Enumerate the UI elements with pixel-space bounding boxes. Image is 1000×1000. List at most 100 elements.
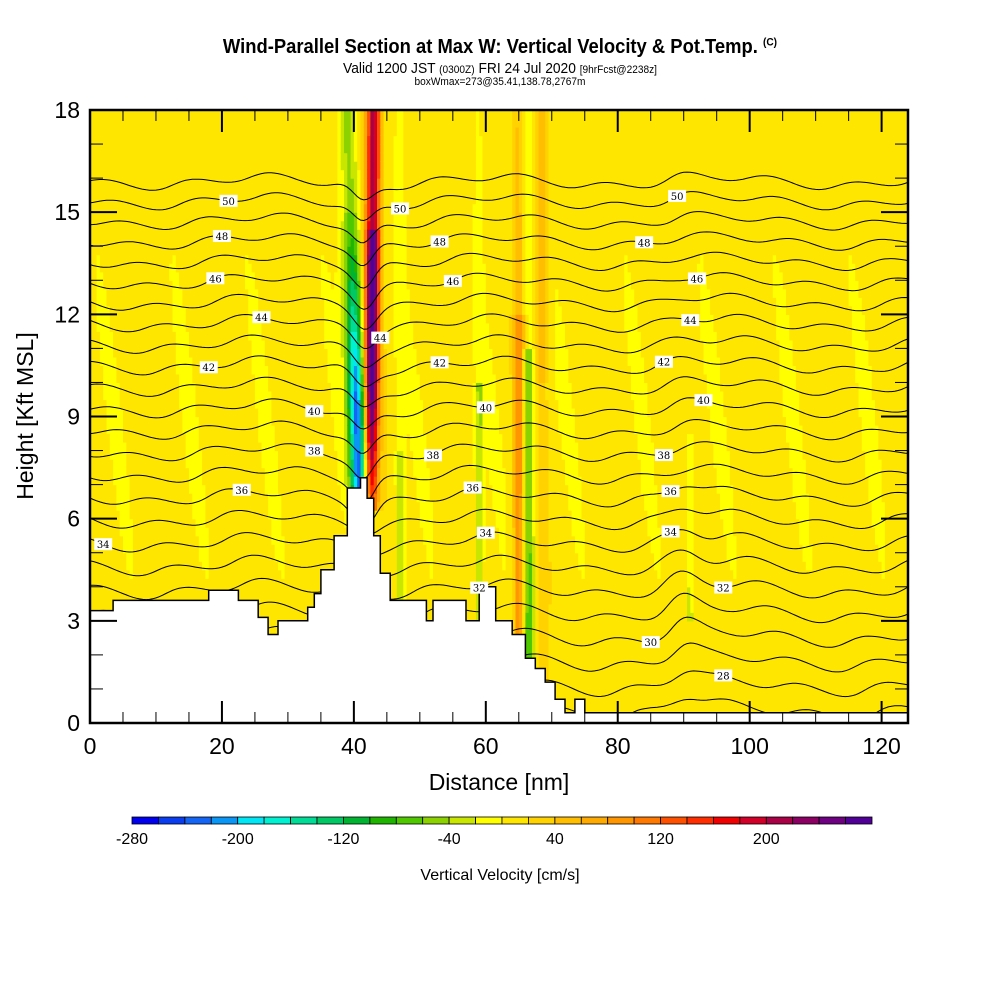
field-cell xyxy=(274,433,279,443)
field-cell xyxy=(248,561,253,571)
field-cell xyxy=(301,484,305,494)
field-cell xyxy=(90,331,94,341)
field-cell xyxy=(103,220,108,230)
field-cell xyxy=(304,373,309,383)
field-cell xyxy=(90,203,94,213)
field-cell xyxy=(113,280,117,290)
field-cell xyxy=(116,161,121,171)
field-cell xyxy=(179,220,183,230)
field-cell xyxy=(221,425,226,435)
field-cell xyxy=(218,399,223,409)
field-cell xyxy=(287,254,292,264)
field-cell xyxy=(139,127,144,137)
field-cell xyxy=(162,484,167,494)
field-cell xyxy=(99,527,104,537)
field-cell xyxy=(129,271,134,281)
field-cell xyxy=(156,408,160,418)
field-cell xyxy=(278,561,282,571)
field-cell xyxy=(96,161,101,171)
field-cell xyxy=(152,212,157,222)
field-cell xyxy=(215,237,220,247)
field-cell xyxy=(287,595,292,605)
field-cell xyxy=(109,246,114,256)
field-cell xyxy=(169,314,174,324)
field-cell xyxy=(225,297,230,307)
field-cell xyxy=(116,263,121,273)
field-cell xyxy=(304,535,309,545)
field-cell xyxy=(238,586,243,596)
field-cell xyxy=(294,220,299,230)
field-cell xyxy=(218,459,223,469)
field-cell xyxy=(185,169,190,179)
field-cell xyxy=(261,586,266,596)
field-cell xyxy=(123,356,127,366)
field-cell xyxy=(261,246,266,256)
field-cell xyxy=(235,118,239,128)
field-cell xyxy=(142,195,147,205)
field-cell xyxy=(119,186,124,196)
field-cell xyxy=(123,178,127,188)
field-cell xyxy=(123,186,127,196)
field-cell xyxy=(205,161,210,171)
field-cell xyxy=(129,510,134,520)
field-cell xyxy=(162,518,167,528)
field-cell xyxy=(284,127,289,137)
field-cell xyxy=(284,348,289,358)
field-cell xyxy=(248,220,253,230)
field-cell xyxy=(189,552,193,562)
field-cell xyxy=(152,578,157,588)
field-cell xyxy=(109,263,114,273)
field-cell xyxy=(113,339,117,349)
field-cell xyxy=(169,186,174,196)
field-cell xyxy=(231,161,236,171)
field-cell xyxy=(225,118,230,128)
field-cell xyxy=(129,501,134,511)
field-cell xyxy=(258,382,263,392)
field-cell xyxy=(254,442,259,452)
field-cell xyxy=(202,288,206,298)
field-cell xyxy=(109,152,114,162)
field-cell xyxy=(123,373,127,383)
field-cell xyxy=(142,152,147,162)
field-cell xyxy=(278,442,282,452)
field-cell xyxy=(96,476,101,486)
field-cell xyxy=(106,356,111,366)
field-cell xyxy=(291,263,296,273)
field-cell xyxy=(287,612,292,622)
field-cell xyxy=(218,356,223,366)
field-cell xyxy=(96,118,101,128)
field-cell xyxy=(291,212,296,222)
field-cell xyxy=(146,348,150,358)
field-cell xyxy=(291,552,296,562)
field-cell xyxy=(304,391,309,401)
field-cell xyxy=(248,399,253,409)
field-cell xyxy=(109,476,114,486)
field-cell xyxy=(162,578,167,588)
field-cell xyxy=(278,510,282,520)
field-cell xyxy=(149,339,154,349)
field-cell xyxy=(123,339,127,349)
field-cell xyxy=(159,220,164,230)
field-cell xyxy=(189,127,193,137)
field-cell xyxy=(271,561,276,571)
field-cell xyxy=(109,552,114,562)
field-cell xyxy=(103,178,108,188)
field-cell xyxy=(149,382,154,392)
field-cell xyxy=(119,493,124,503)
field-cell xyxy=(284,246,289,256)
field-cell xyxy=(109,603,114,613)
field-cell xyxy=(195,399,200,409)
field-cell xyxy=(225,365,230,375)
field-cell xyxy=(175,271,180,281)
field-cell xyxy=(235,535,239,545)
field-cell xyxy=(258,178,263,188)
field-cell xyxy=(258,518,263,528)
field-cell xyxy=(195,544,200,554)
field-cell xyxy=(126,305,131,315)
field-cell xyxy=(198,484,203,494)
field-cell xyxy=(169,569,174,579)
field-cell xyxy=(198,476,203,486)
field-cell xyxy=(96,595,101,605)
field-cell xyxy=(254,408,259,418)
field-cell xyxy=(294,263,299,273)
